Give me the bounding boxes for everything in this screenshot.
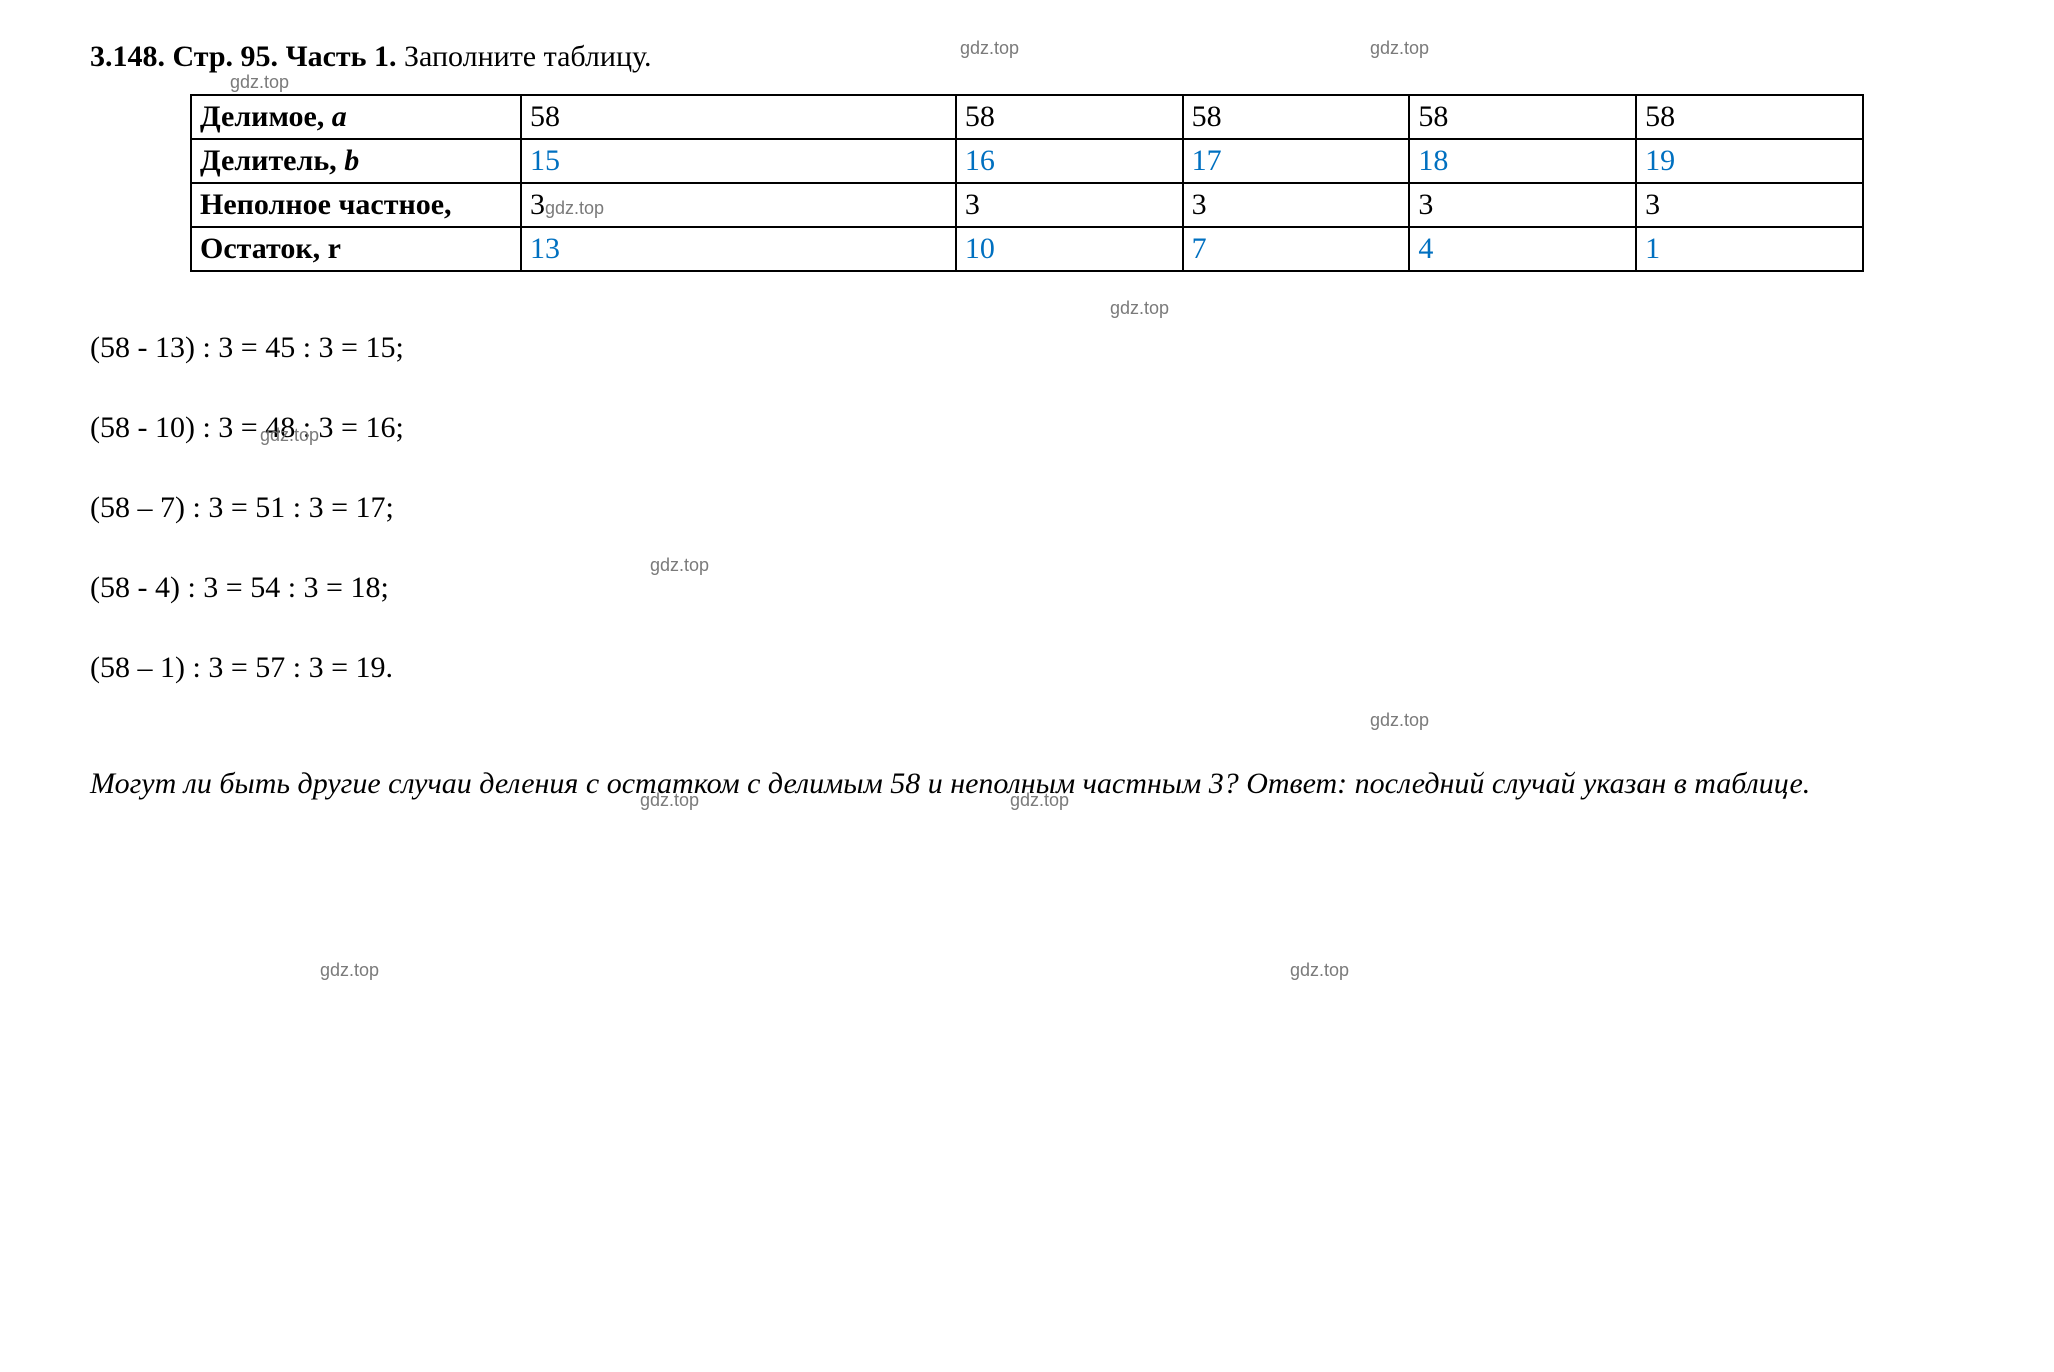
calc-line: (58 - 10) : 3 = 48 : 3 = 16; — [90, 392, 1964, 464]
watermark: gdz.top — [1370, 38, 1429, 59]
watermark: gdz.top — [650, 555, 709, 576]
table-cell: 19 — [1636, 139, 1863, 183]
instruction: Заполните таблицу. — [404, 40, 652, 73]
table-cell: 3 — [1183, 183, 1410, 227]
watermark: gdz.top — [1010, 790, 1069, 811]
table-cell: 58 — [1183, 95, 1410, 139]
table-cell: 58 — [521, 95, 956, 139]
table-cell: 3 — [956, 183, 1183, 227]
table-row-divisor: Делитель, b 15 16 17 18 19 — [191, 139, 1863, 183]
table-cell: 10 — [956, 227, 1183, 271]
calc-line: (58 - 13) : 3 = 45 : 3 = 15; — [90, 312, 1964, 384]
problem-header: 3.148. Стр. 95. Часть 1. Заполните табли… — [90, 40, 1964, 74]
row-header-remainder: Остаток, r — [191, 227, 521, 271]
watermark: gdz.top — [1290, 960, 1349, 981]
watermark: gdz.top — [230, 72, 289, 93]
table-row-dividend: Делимое, a 58 58 58 58 58 — [191, 95, 1863, 139]
table-cell: 58 — [1409, 95, 1636, 139]
table-cell: 13 — [521, 227, 956, 271]
watermark: gdz.top — [260, 425, 319, 446]
table-cell: 15 — [521, 139, 956, 183]
watermark: gdz.top — [320, 960, 379, 981]
row-header-divisor: Делитель, b — [191, 139, 521, 183]
calc-line: (58 – 7) : 3 = 51 : 3 = 17; — [90, 472, 1964, 544]
table-cell: 3 — [1409, 183, 1636, 227]
table-cell: 1 — [1636, 227, 1863, 271]
table-cell: 58 — [1636, 95, 1863, 139]
problem-number: 3.148. — [90, 40, 165, 73]
table-cell: 3gdz.top — [521, 183, 956, 227]
table-row-quotient: Неполное частное, 3gdz.top 3 3 3 3 — [191, 183, 1863, 227]
table-cell: 17 — [1183, 139, 1410, 183]
division-table-container: Делимое, a 58 58 58 58 58 Делитель, b 15… — [190, 94, 1864, 272]
table-cell: 4 — [1409, 227, 1636, 271]
table-cell: 3 — [1636, 183, 1863, 227]
table-cell: 58 — [956, 95, 1183, 139]
watermark: gdz.top — [1110, 298, 1169, 319]
table-row-remainder: Остаток, r 13 10 7 4 1 — [191, 227, 1863, 271]
row-header-dividend: Делимое, a — [191, 95, 521, 139]
table-cell: 18 — [1409, 139, 1636, 183]
table-cell: 16 — [956, 139, 1183, 183]
division-table: Делимое, a 58 58 58 58 58 Делитель, b 15… — [190, 94, 1864, 272]
part-ref: Часть 1. — [286, 40, 397, 73]
calc-line: (58 - 4) : 3 = 54 : 3 = 18; — [90, 552, 1964, 624]
table-cell: 7 — [1183, 227, 1410, 271]
watermark: gdz.top — [640, 790, 699, 811]
watermark: gdz.top — [1370, 710, 1429, 731]
row-header-quotient: Неполное частное, — [191, 183, 521, 227]
page-ref: Стр. 95. — [173, 40, 279, 73]
watermark: gdz.top — [545, 198, 604, 218]
watermark: gdz.top — [960, 38, 1019, 59]
calculations-block: (58 - 13) : 3 = 45 : 3 = 15; (58 - 10) :… — [90, 312, 1964, 704]
calc-line: (58 – 1) : 3 = 57 : 3 = 19. — [90, 632, 1964, 704]
